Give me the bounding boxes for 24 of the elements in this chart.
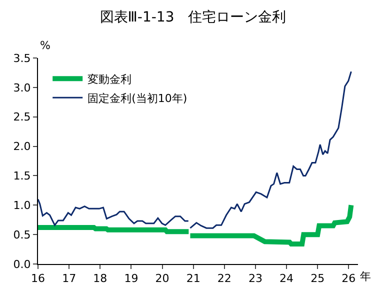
x-tick-label: 21 — [186, 272, 200, 286]
y-tick-label: 2.5 — [13, 110, 31, 124]
y-tick-label: 3.0 — [13, 81, 31, 94]
x-tick-label: 24 — [280, 272, 294, 286]
legend-label: 固定金利(当初10年) — [88, 92, 188, 105]
x-tick-label: 17 — [62, 272, 76, 286]
y-tick-label: 2.0 — [13, 140, 31, 154]
x-tick-label: 19 — [124, 272, 138, 286]
y-tick-label: 1.5 — [13, 170, 31, 183]
y-tick-label: 0.0 — [13, 258, 31, 271]
x-axis-title: 年 — [360, 270, 371, 283]
chart-title: 図表Ⅲ-1-13 住宅ローン金利 — [100, 10, 286, 26]
x-tick-label: 16 — [31, 272, 45, 286]
x-tick-label: 22 — [217, 272, 232, 286]
x-tick-label: 25 — [310, 272, 325, 286]
x-tick-label: 26 — [342, 272, 356, 286]
x-tick-label: 18 — [93, 272, 108, 286]
x-tick-label: 20 — [155, 272, 170, 286]
y-tick-label: 3.5 — [13, 52, 31, 65]
y-tick-label: 0.5 — [13, 228, 31, 242]
y-axis-title: % — [40, 39, 50, 52]
y-tick-label: 1.0 — [13, 198, 31, 212]
legend-label: 変動金利 — [88, 72, 132, 86]
x-tick-label: 23 — [248, 272, 262, 286]
